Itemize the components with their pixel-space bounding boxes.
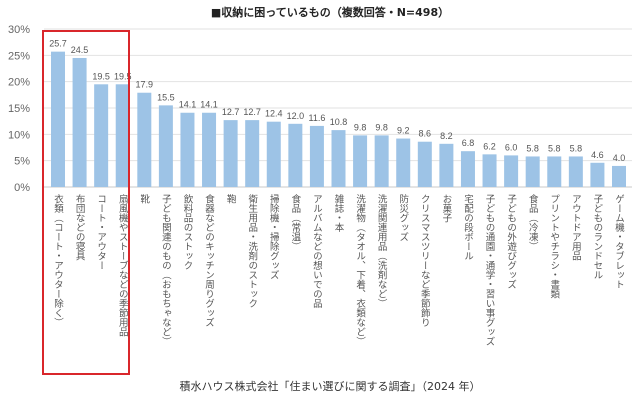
bar [374,135,389,187]
bar [223,120,238,187]
x-tick-label: 洗濯関連用品（洗剤など） [375,194,387,308]
data-label: 17.9 [136,80,154,90]
data-label: 14.1 [200,100,218,110]
bar [547,156,562,187]
y-tick-label: 10% [8,129,30,141]
x-tick-label: 子どもの外遊びグッズ [505,194,517,289]
bar [51,51,65,187]
bar [288,123,303,187]
x-tick-label: 食品（常温） [289,194,301,251]
bar [590,162,605,187]
y-tick-label: 0% [14,182,30,194]
bar [94,84,109,187]
data-label: 9.8 [354,122,367,132]
bar [439,143,454,187]
y-tick-label: 5% [14,156,30,168]
bar [309,125,324,187]
bar [72,57,87,187]
bar [158,105,173,187]
data-label: 6.8 [462,138,475,148]
x-tick-label: 子どもの通園・通学・習い事グッズ [483,194,495,346]
x-tick-label: 掃除機・掃除グッズ [267,194,279,280]
data-label: 12.4 [265,109,283,119]
data-label: 10.8 [330,117,348,127]
x-tick-label: 衣類（コート・アウター除く） [52,194,63,327]
x-tick-label: 洗濯物（タオル、下着、衣類など） [354,194,366,346]
x-tick-label: 食器などのキッチン周りグッズ [203,194,215,327]
bar [460,151,475,187]
x-tick-label: 鞄 [224,194,236,204]
y-tick-label: 25% [8,50,30,62]
data-label: 12.7 [222,107,240,117]
x-tick-label: 扇風機やストーブなどの季節用品 [116,194,128,337]
data-label: 4.6 [591,150,604,160]
x-tick-label: 子ども関連のもの（おもちゃなど） [159,194,171,346]
highlight-box [42,30,130,375]
bar [202,112,217,187]
bar [504,155,519,187]
x-tick-label: 子どものランドセル [591,194,603,280]
x-tick-label: クリスマスツリーなど季節飾り [418,194,430,327]
bar [417,141,432,187]
data-label: 14.1 [179,100,197,110]
data-label: 24.5 [71,45,89,55]
y-tick-label: 30% [8,24,30,36]
bar [115,84,130,187]
data-label: 9.2 [397,126,410,136]
data-label: 12.7 [243,107,261,117]
x-tick-label: 宅配の段ボール [461,194,473,261]
x-tick-label: 防災グッズ [397,194,409,242]
x-tick-label: 飲料品のストック [181,194,193,270]
bar [396,138,411,187]
x-tick-label: お菓子 [440,194,452,223]
x-tick-label: 衛生用品・洗剤のストック [246,194,258,308]
x-tick-label: ゲーム機・タブレット [613,194,624,289]
data-label: 4.0 [613,153,626,163]
data-label: 11.6 [308,113,325,123]
chart-title: ■収納に困っているもの（複数回答・N=498） [210,6,450,19]
data-label: 6.0 [505,142,518,152]
x-tick-label: 靴 [138,194,150,204]
y-tick-label: 20% [8,77,30,89]
x-tick-label: 布団などの寝具 [73,194,85,261]
x-tick-label: アルバムなどの想いでの品 [310,194,322,308]
data-label: 12.0 [287,111,305,121]
source-footer: 積水ハウス株式会社「住まい選びに関する調査」（2024 年） [179,380,481,393]
data-label: 19.5 [92,71,110,81]
bar [568,156,583,187]
x-tick-label: アウトドア用品 [569,194,581,261]
bar [612,165,626,187]
data-label: 5.8 [526,143,539,153]
bar [353,135,368,187]
bar [266,121,281,187]
data-label: 9.8 [375,122,388,132]
y-tick-label: 15% [8,103,30,115]
x-tick-label: プリントやチラシ・書類 [548,194,560,299]
bar [331,130,346,187]
x-tick-label: 食品（冷凍） [526,194,538,251]
data-label: 15.5 [157,92,175,102]
bar [245,120,260,187]
bar [137,92,152,187]
data-label: 19.5 [114,71,132,81]
data-label: 8.6 [419,129,432,139]
bar [525,156,540,187]
x-tick-label: 雑誌・本 [332,194,344,232]
x-tick-label: コート・アウター [95,194,107,270]
data-label: 25.7 [49,39,67,49]
data-label: 6.2 [483,141,496,151]
bar [180,112,195,187]
data-label: 5.8 [548,143,561,153]
bar [482,154,497,187]
data-label: 8.2 [440,131,453,141]
data-label: 5.8 [570,143,583,153]
